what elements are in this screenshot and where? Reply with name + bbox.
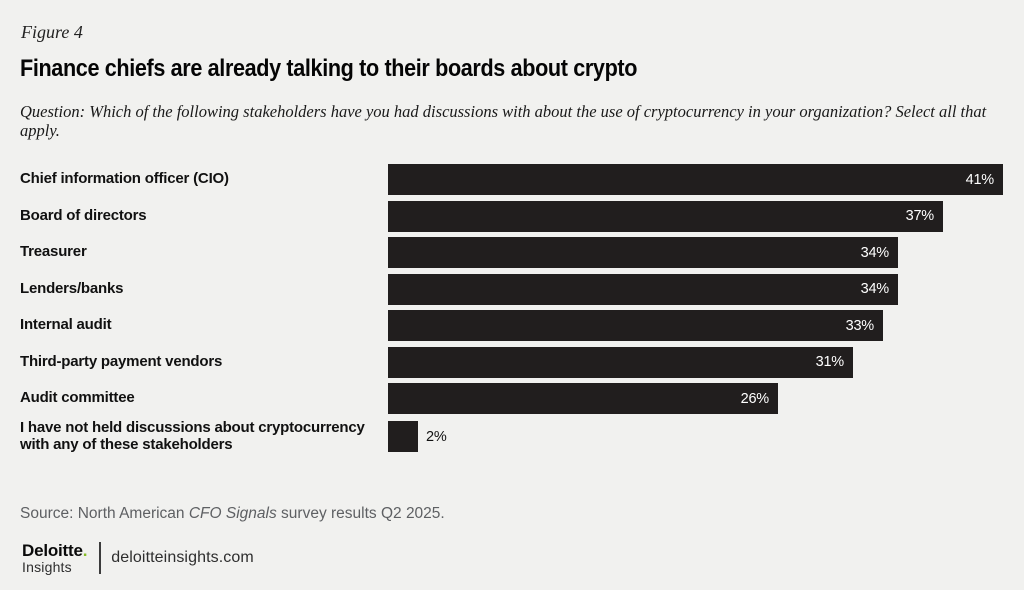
bar-zone: 2% (388, 421, 447, 452)
bar-zone: 34% (388, 273, 898, 305)
chart-row: Third-party payment vendors 31% (20, 346, 1004, 378)
bar: 33% (388, 310, 883, 341)
category-label: Lenders/banks (20, 279, 124, 297)
brand-wordmark: Deloitte. (22, 542, 87, 559)
brand-block: Deloitte. Insights (22, 542, 87, 574)
chart-row: Lenders/banks 34% (20, 273, 1004, 305)
bar-value-label: 26% (740, 390, 770, 407)
bar-chart: Chief information officer (CIO) 41% Board … (20, 164, 1004, 458)
bar-value-label: 2% (426, 428, 447, 445)
chart-row: Treasurer 34% (20, 237, 1004, 268)
source-text-part1: Source: North American (20, 505, 189, 522)
bar-zone: 33% (388, 310, 883, 341)
bar-zone: 34% (388, 237, 898, 268)
chart-row: I have not held discussions about crypto… (20, 419, 1004, 453)
survey-question-text: Question: Which of the following stakeho… (20, 102, 987, 140)
chart-row: Chief information officer (CIO) 41% (20, 164, 1004, 195)
brand-name-text: Deloitte (22, 541, 83, 560)
logo-divider (99, 542, 102, 574)
bar-value-label: 34% (860, 244, 890, 261)
chart-row: Audit committee 26% (20, 383, 1004, 414)
category-label: Audit committee (20, 389, 135, 407)
source-text-italic: CFO Signals (188, 505, 277, 522)
bar: 41% (388, 164, 1003, 195)
chart-row: Board of directors 37% (20, 200, 1004, 232)
category-label: Third-party payment vendors (20, 352, 223, 370)
brand-green-dot: . (82, 541, 88, 560)
bar: 34% (388, 273, 898, 305)
bar-value-label: 33% (845, 317, 875, 334)
bar: 37% (388, 200, 943, 232)
deloitte-insights-logo: Deloitte. Insights deloitteinsights.com (22, 542, 254, 574)
bar-zone: 26% (388, 383, 778, 414)
brand-sub-text: Insights (22, 559, 72, 575)
source-note: Source: North American CFO Signals surve… (20, 505, 445, 523)
bar-zone: 37% (388, 200, 943, 232)
bar-value-label: 41% (965, 171, 995, 188)
category-label: Chief information officer (CIO) (20, 170, 229, 188)
bar: 26% (388, 383, 778, 414)
category-label: Treasurer (20, 243, 87, 261)
category-label: Internal audit (20, 316, 112, 334)
website-url-text: deloitteinsights.com (111, 549, 254, 566)
bar: 31% (388, 346, 853, 378)
source-text-part2: survey results Q2 2025. (276, 505, 445, 522)
bar (388, 421, 418, 452)
figure-number-label: Figure 4 (21, 22, 83, 42)
category-label: I have not held discussions about crypto… (20, 419, 365, 453)
bar-value-label: 31% (815, 354, 845, 370)
bar-zone: 31% (388, 346, 853, 378)
category-label: Board of directors (20, 206, 147, 224)
chart-title: Finance chiefs are already talking to th… (20, 55, 638, 82)
bar: 34% (388, 237, 898, 268)
bar-zone: 41% (388, 164, 1003, 195)
bar-value-label: 37% (905, 208, 935, 224)
bar-value-label: 34% (860, 281, 890, 297)
chart-row: Internal audit 33% (20, 310, 1004, 341)
